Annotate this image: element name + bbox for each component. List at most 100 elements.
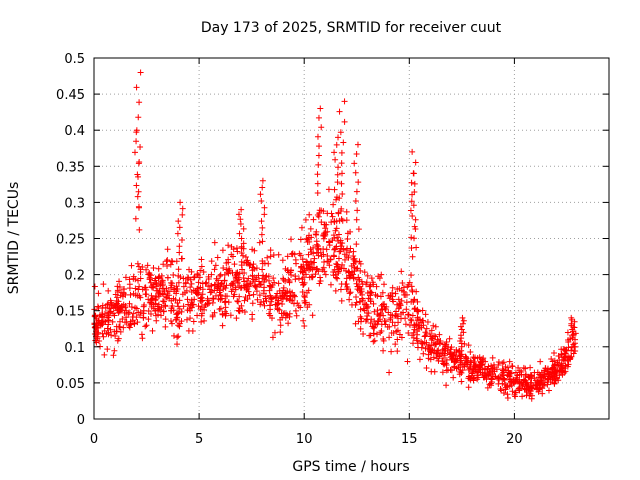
data-point <box>407 207 414 214</box>
data-point <box>380 336 387 343</box>
data-point <box>458 369 465 376</box>
data-point <box>500 359 507 366</box>
data-point <box>198 312 205 319</box>
data-point <box>422 311 429 318</box>
data-point <box>541 373 548 380</box>
data-point <box>537 374 544 381</box>
data-point <box>364 316 371 323</box>
data-point <box>551 350 558 357</box>
data-point <box>214 254 221 261</box>
data-point <box>134 193 141 200</box>
data-point <box>373 331 380 338</box>
data-point <box>105 321 112 328</box>
data-point <box>301 323 308 330</box>
data-points <box>91 69 579 402</box>
data-point <box>175 309 182 316</box>
data-point <box>419 340 426 347</box>
data-point <box>120 290 127 297</box>
data-point <box>197 295 204 302</box>
data-point <box>198 256 205 263</box>
data-point <box>241 269 248 276</box>
data-point <box>236 293 243 300</box>
data-point <box>360 305 367 312</box>
data-point <box>250 291 257 298</box>
data-point <box>256 292 263 299</box>
data-point <box>211 266 218 273</box>
data-point <box>348 269 355 276</box>
data-point <box>259 238 266 245</box>
data-point <box>458 335 465 342</box>
data-point <box>104 325 111 332</box>
data-point <box>136 226 143 233</box>
data-point <box>262 295 269 302</box>
data-point <box>386 334 393 341</box>
data-point <box>314 180 321 187</box>
data-point <box>500 376 507 383</box>
data-point <box>109 302 116 309</box>
data-point <box>259 184 266 191</box>
data-point <box>461 340 468 347</box>
data-point <box>457 338 464 345</box>
data-point <box>241 278 248 285</box>
data-point <box>525 373 532 380</box>
data-point <box>299 276 306 283</box>
data-point <box>552 377 559 384</box>
data-point <box>480 355 487 362</box>
data-point <box>348 262 355 269</box>
data-point <box>239 252 246 259</box>
data-point <box>527 364 534 371</box>
data-point <box>479 369 486 376</box>
data-point <box>293 312 300 319</box>
data-point <box>407 316 414 323</box>
data-point <box>314 243 321 250</box>
data-point <box>162 303 169 310</box>
data-point <box>389 284 396 291</box>
data-point <box>539 390 546 397</box>
data-point <box>429 335 436 342</box>
data-point <box>470 354 477 361</box>
data-point <box>199 291 206 298</box>
data-point <box>291 293 298 300</box>
data-point <box>450 374 457 381</box>
data-point <box>354 141 361 148</box>
data-point <box>382 318 389 325</box>
data-point <box>219 322 226 329</box>
data-point <box>405 311 412 318</box>
data-point <box>382 306 389 313</box>
data-point <box>555 352 562 359</box>
y-tick-label: 0.35 <box>56 160 85 175</box>
data-point <box>313 231 320 238</box>
data-point <box>422 329 429 336</box>
data-point <box>561 346 568 353</box>
data-point <box>225 242 232 249</box>
data-point <box>324 258 331 265</box>
data-point <box>371 337 378 344</box>
data-point <box>451 363 458 370</box>
data-point <box>499 366 506 373</box>
data-point <box>346 274 353 281</box>
data-point <box>531 375 538 382</box>
data-point <box>367 282 374 289</box>
data-point <box>218 295 225 302</box>
data-point <box>516 384 523 391</box>
data-point <box>162 323 169 330</box>
data-point <box>238 249 245 256</box>
data-point <box>464 359 471 366</box>
data-point <box>263 272 270 279</box>
data-point <box>179 205 186 212</box>
data-point <box>479 361 486 368</box>
data-point <box>436 331 443 338</box>
data-point <box>314 190 321 197</box>
data-point <box>136 204 143 211</box>
data-point <box>204 295 211 302</box>
data-point <box>338 160 345 167</box>
data-point <box>297 304 304 311</box>
data-point <box>419 307 426 314</box>
data-point <box>360 330 367 337</box>
data-point <box>174 310 181 317</box>
data-point <box>135 188 142 195</box>
data-point <box>366 283 373 290</box>
data-point <box>126 300 133 307</box>
data-point <box>355 179 362 186</box>
y-tick-label: 0.3 <box>64 196 85 211</box>
